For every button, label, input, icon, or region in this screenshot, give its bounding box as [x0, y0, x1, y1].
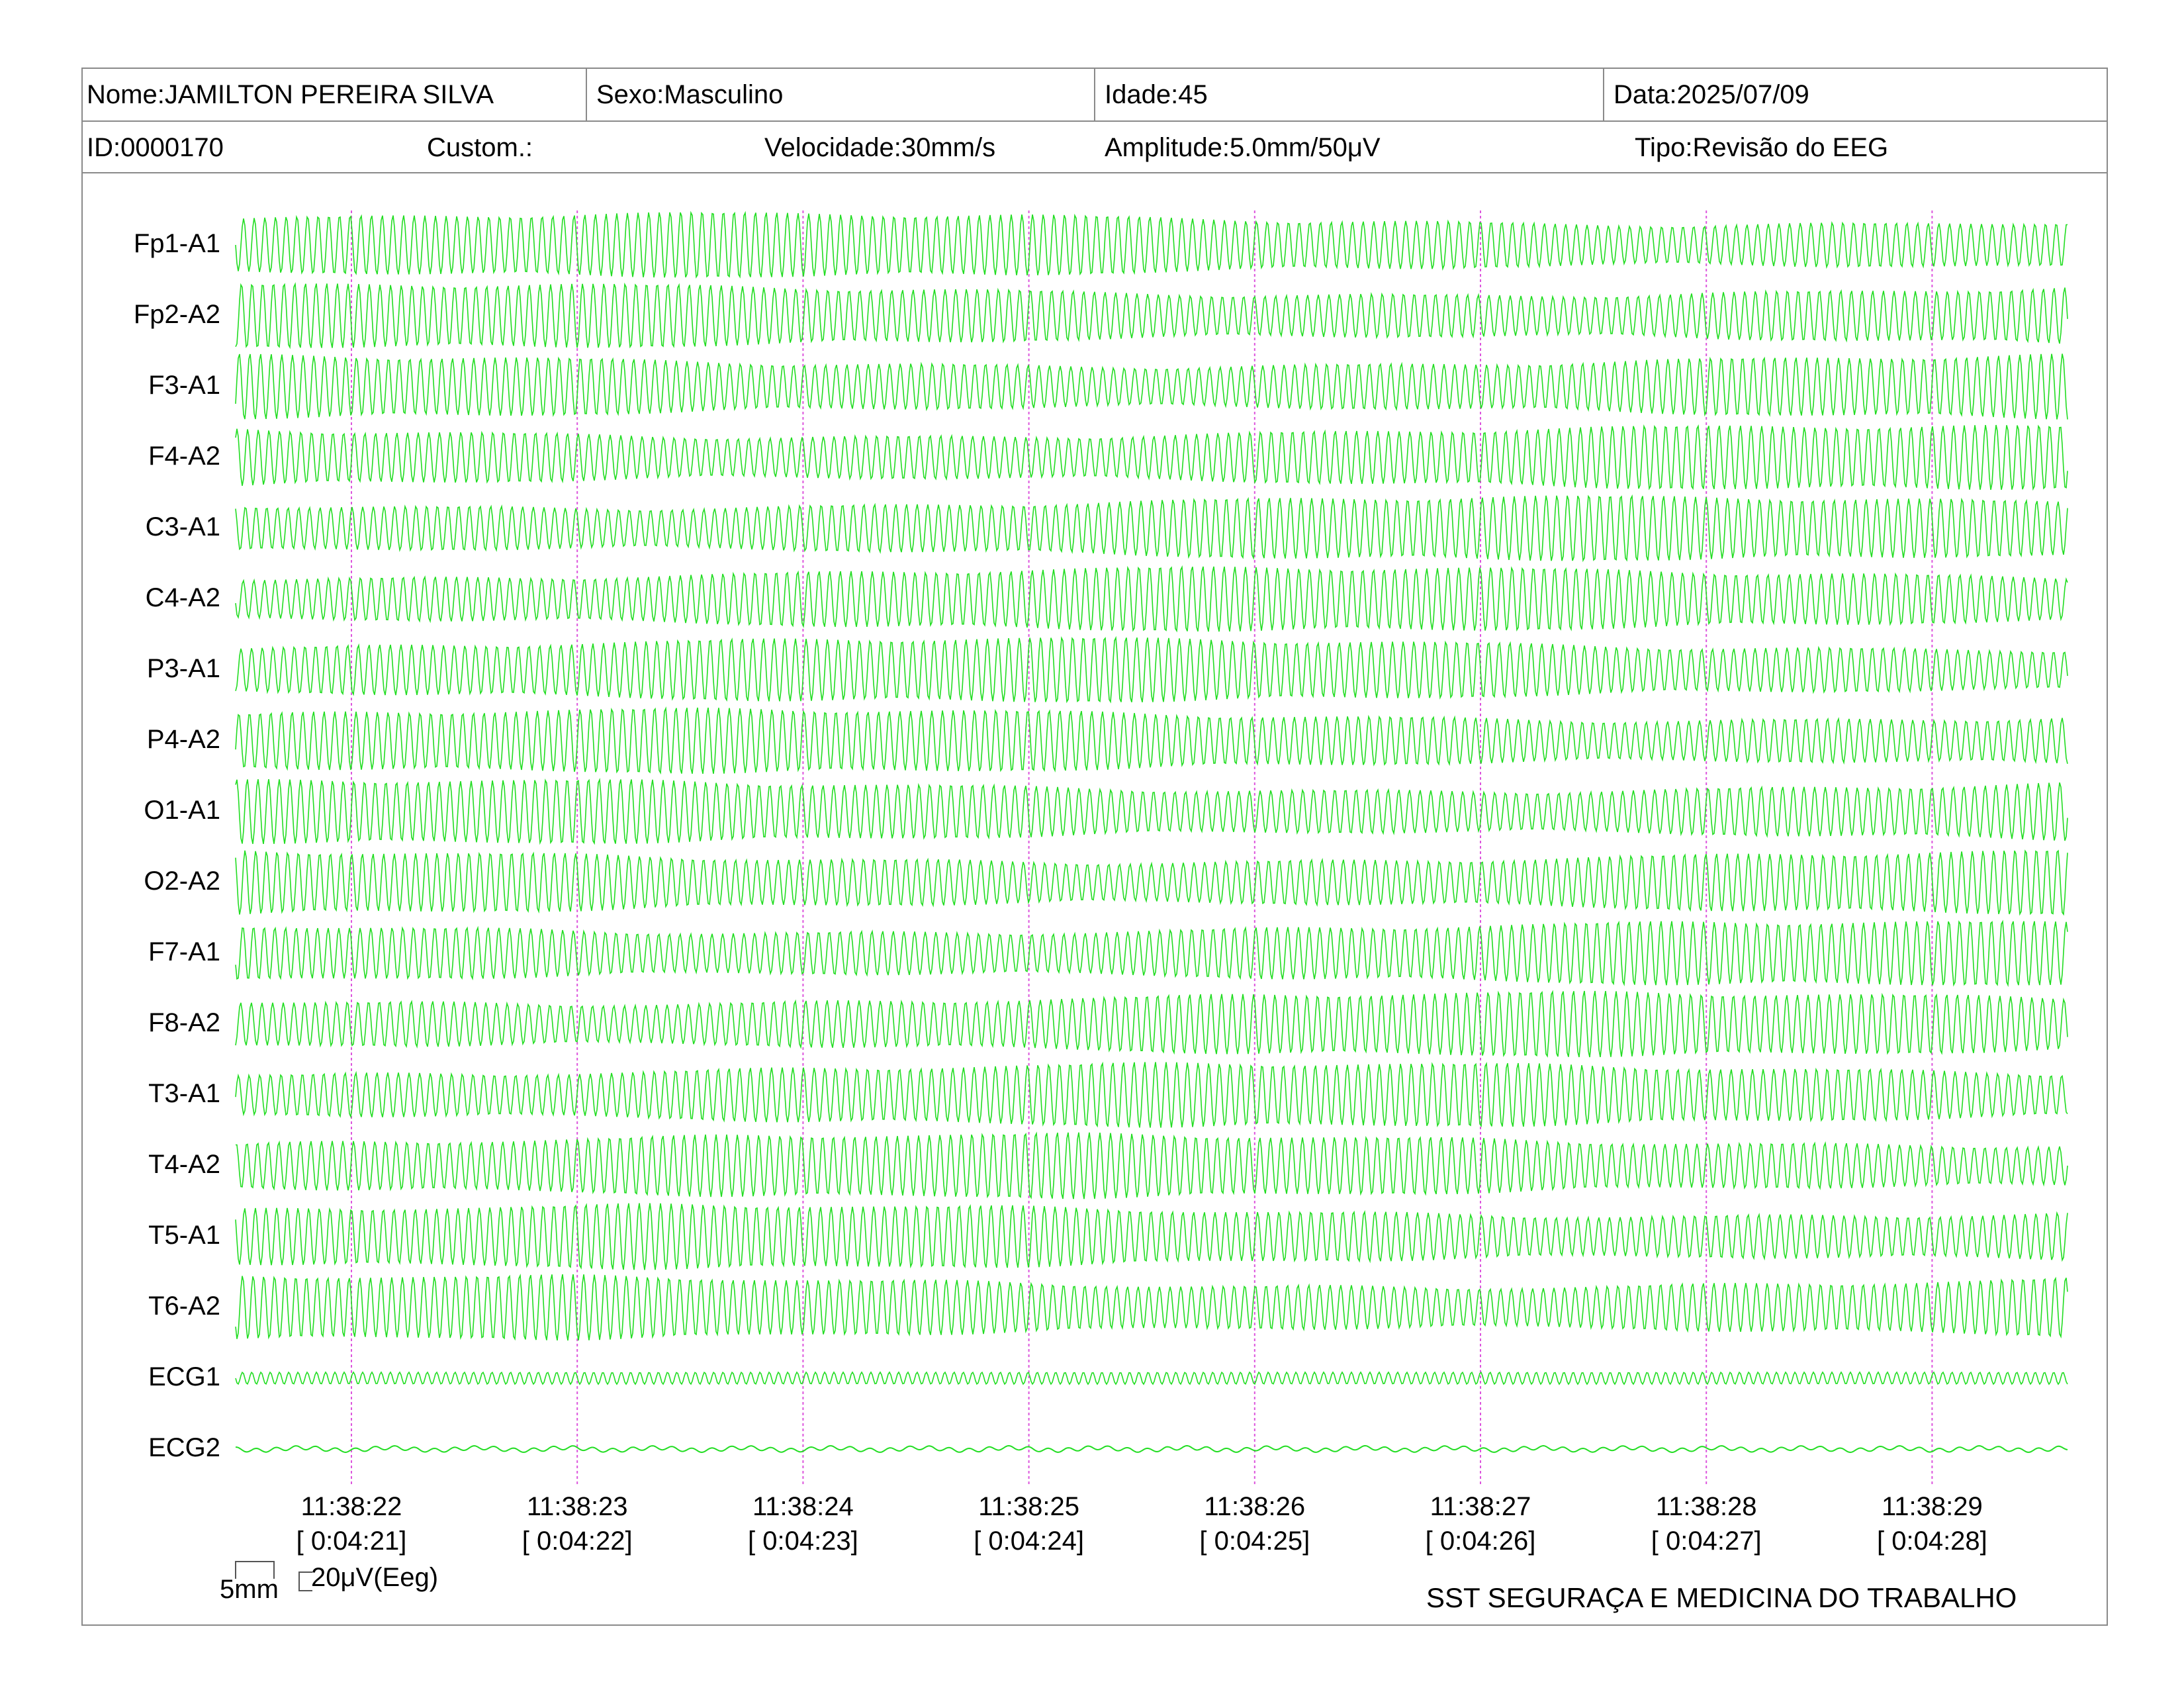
elapsed-time: [ 0:04:25] — [1199, 1526, 1310, 1556]
channel-label: ECG2 — [148, 1433, 220, 1462]
channel-label: T3-A1 — [148, 1079, 220, 1108]
channel-label: T6-A2 — [148, 1291, 220, 1321]
channel-label: P3-A1 — [146, 654, 220, 683]
channel-label: Fp1-A1 — [133, 229, 220, 258]
trace-t4-a2 — [235, 1131, 2068, 1199]
paper-speed: Velocidade:30mm/s — [764, 133, 996, 162]
channel-label: T4-A2 — [148, 1150, 220, 1179]
eeg-report-sheet: Nome:JAMILTON PEREIRA SILVA Sexo:Masculi… — [81, 68, 2108, 1626]
channel-label: Fp2-A2 — [133, 300, 220, 329]
trace-o1-a1 — [235, 778, 2068, 845]
channel-label: O2-A2 — [144, 867, 220, 896]
trace-ecg1 — [235, 1371, 2068, 1385]
time-mark-label: 11:38:27 [ 0:04:26] — [1394, 1489, 1567, 1558]
exam-type: Tipo:Revisão do EEG — [1635, 133, 1889, 162]
channel-label: P4-A2 — [146, 725, 220, 754]
trace-o2-a2 — [235, 849, 2068, 916]
trace-f4-a2 — [235, 424, 2068, 491]
clock-time: 11:38:22 — [300, 1492, 402, 1521]
channel-label: F8-A2 — [148, 1008, 220, 1037]
channel-label: ECG1 — [148, 1362, 220, 1391]
patient-info-row: Nome:JAMILTON PEREIRA SILVA Sexo:Masculi… — [83, 69, 2107, 122]
amp-scale-bar-icon — [298, 1571, 312, 1591]
elapsed-time: [ 0:04:27] — [1651, 1526, 1762, 1556]
trace-f8-a2 — [235, 990, 2068, 1058]
clock-time: 11:38:27 — [1430, 1492, 1531, 1521]
clinic-footer: SST SEGURAÇA E MEDICINA DO TRABALHO — [1426, 1582, 2017, 1613]
exam-date: Data:2025/07/09 — [1614, 80, 1809, 109]
trace-p4-a2 — [235, 706, 2068, 775]
channel-label: T5-A1 — [148, 1221, 220, 1250]
patient-sex: Sexo:Masculino — [596, 80, 784, 109]
time-mark-label: 11:38:24 [ 0:04:23] — [717, 1489, 889, 1558]
channel-label: C4-A2 — [145, 583, 220, 612]
custom-field: Custom.: — [427, 133, 533, 162]
elapsed-time: [ 0:04:21] — [296, 1526, 407, 1556]
time-mark-label: 11:38:25 [ 0:04:24] — [943, 1489, 1115, 1558]
elapsed-time: [ 0:04:26] — [1425, 1526, 1536, 1556]
trace-t5-a1 — [235, 1203, 2068, 1270]
trace-f7-a1 — [235, 919, 2068, 988]
time-mark-label: 11:38:29 [ 0:04:28] — [1846, 1489, 2018, 1558]
trace-t3-a1 — [235, 1061, 2068, 1128]
channel-label: O1-A1 — [144, 796, 220, 825]
clock-time: 11:38:25 — [978, 1492, 1079, 1521]
elapsed-time: [ 0:04:23] — [747, 1526, 858, 1556]
trace-fp2-a2 — [235, 282, 2068, 350]
trace-p3-a1 — [235, 635, 2068, 704]
trace-c4-a2 — [235, 565, 2068, 633]
time-mark-label: 11:38:23 [ 0:04:22] — [491, 1489, 663, 1558]
trace-t6-a2 — [235, 1273, 2068, 1341]
recording-info-row: ID:0000170 Custom.: Velocidade:30mm/s Am… — [83, 122, 2107, 173]
time-mark-label: 11:38:28 [ 0:04:27] — [1620, 1489, 1792, 1558]
channel-label: C3-A1 — [145, 512, 220, 541]
trace-fp1-a1 — [235, 211, 2068, 279]
patient-age: Idade:45 — [1105, 80, 1208, 109]
clock-time: 11:38:24 — [752, 1492, 854, 1521]
patient-name: Nome:JAMILTON PEREIRA SILVA — [87, 80, 494, 109]
trace-c3-a1 — [235, 494, 2068, 563]
amp-scale-label: 20μV(Eeg) — [311, 1563, 439, 1592]
channel-label: F3-A1 — [148, 371, 220, 400]
clock-time: 11:38:28 — [1655, 1492, 1757, 1521]
time-mark-label: 11:38:26 [ 0:04:25] — [1169, 1489, 1341, 1558]
elapsed-time: [ 0:04:28] — [1876, 1526, 1987, 1556]
time-scale-label: 5mm — [220, 1575, 279, 1604]
trace-f3-a1 — [235, 353, 2068, 420]
clock-time: 11:38:23 — [526, 1492, 628, 1521]
elapsed-time: [ 0:04:24] — [974, 1526, 1084, 1556]
channel-label: F4-A2 — [148, 442, 220, 471]
time-scale-bar-icon — [235, 1561, 275, 1579]
patient-id: ID:0000170 — [87, 133, 224, 162]
clock-time: 11:38:26 — [1204, 1492, 1306, 1521]
time-mark-label: 11:38:22 [ 0:04:21] — [265, 1489, 437, 1558]
clock-time: 11:38:29 — [1882, 1492, 1983, 1521]
channel-label: F7-A1 — [148, 937, 220, 966]
amplitude-setting: Amplitude:5.0mm/50μV — [1105, 133, 1381, 162]
trace-ecg2 — [235, 1444, 2068, 1454]
elapsed-time: [ 0:04:22] — [522, 1526, 633, 1556]
